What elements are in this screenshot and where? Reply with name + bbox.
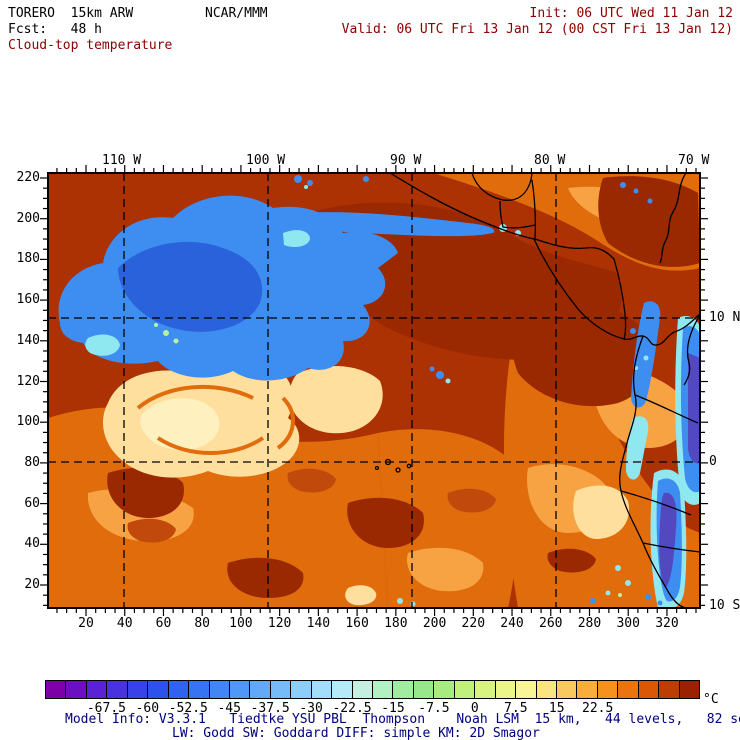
bottom-axis-label: 100	[229, 616, 253, 631]
colorbar-cell	[311, 681, 333, 698]
colorbar-cell	[189, 681, 210, 698]
top-axis-label: 70 W	[678, 153, 710, 168]
bottom-axis-label: 80	[194, 616, 211, 631]
colorbar-tick-label: -45	[217, 701, 241, 716]
colorbar-tick-label: 7.5	[504, 701, 528, 716]
left-axis-label: 40	[24, 536, 40, 552]
colorbar-cell	[556, 681, 578, 698]
colorbar-cell	[229, 681, 251, 698]
colorbar-cell	[66, 681, 87, 698]
colorbar-tick-label: 0	[470, 701, 479, 716]
map-frame	[47, 172, 701, 609]
colorbar-tick-label: -52.5	[168, 701, 208, 716]
model-info-line1: Model Info: V3.3.1 Tiedtke YSU PBL Thomp…	[65, 712, 740, 727]
bottom-axis-label: 60	[155, 616, 172, 631]
right-axis-label: 10 S	[709, 598, 740, 613]
colorbar-cell	[413, 681, 435, 698]
colorbar-cell	[209, 681, 230, 698]
colorbar	[45, 680, 700, 699]
colorbar-tick-label: -30	[299, 701, 323, 716]
left-axis-label: 160	[16, 292, 40, 308]
colorbar-cell	[46, 681, 67, 698]
colorbar-cell	[536, 681, 557, 698]
model-name-label: TORERO 15km ARW	[8, 6, 134, 21]
colorbar-cell	[291, 681, 312, 698]
colorbar-tick-label: -15	[381, 701, 405, 716]
bottom-axis-label: 220	[461, 616, 486, 631]
colorbar-cell	[107, 681, 128, 698]
bottom-axis-label: 240	[500, 616, 524, 631]
right-axis-label: 10 N	[709, 310, 740, 325]
colorbar-tick-label: -22.5	[332, 701, 372, 716]
colorbar-cell	[250, 681, 271, 698]
left-axis-label: 140	[16, 332, 40, 348]
cloud-top-temperature-field	[48, 173, 700, 608]
colorbar-cell	[393, 681, 414, 698]
colorbar-tick-label: -7.5	[418, 701, 450, 716]
colorbar-cell	[127, 681, 149, 698]
model-info-line2: LW: Godd SW: Goddard DIFF: simple KM: 2D…	[172, 726, 540, 740]
colorbar-cell	[332, 681, 353, 698]
bottom-axis-label: 260	[539, 616, 563, 631]
colorbar-tick-label: -60	[135, 701, 160, 716]
top-axis-label: 90 W	[390, 153, 422, 168]
field-title: Cloud-top temperature	[8, 38, 173, 53]
forecast-hour-label: Fcst: 48 h	[8, 22, 102, 37]
left-axis-label: 180	[16, 251, 40, 267]
top-axis-label: 110 W	[102, 153, 142, 168]
colorbar-cell	[577, 681, 598, 698]
colorbar-tick-label: 22.5	[582, 701, 614, 716]
colorbar-cell	[352, 681, 373, 698]
top-axis-label: 100 W	[246, 153, 286, 168]
bottom-axis-label: 160	[345, 616, 369, 631]
colorbar-cell	[475, 681, 496, 698]
bottom-axis-label: 20	[78, 616, 94, 631]
valid-time-label: Valid: 06 UTC Fri 13 Jan 12 (00 CST Fri …	[341, 22, 733, 37]
coastlines	[374, 173, 700, 608]
bottom-axis-label: 320	[655, 616, 679, 631]
bottom-axis-label: 280	[577, 616, 602, 631]
left-axis-label: 100	[16, 414, 40, 430]
colorbar-tick-label: 15	[548, 701, 565, 716]
colorbar-cell	[434, 681, 455, 698]
colorbar-tick-label: -67.5	[86, 701, 126, 716]
colorbar-cell	[597, 681, 619, 698]
colorbar-cell	[618, 681, 639, 698]
left-axis-label: 200	[16, 210, 40, 226]
bottom-axis-label: 300	[616, 616, 640, 631]
left-axis-label: 220	[16, 170, 40, 185]
colorbar-cell	[679, 681, 699, 698]
colorbar-cell	[495, 681, 517, 698]
map-grid-and-ticks	[40, 165, 708, 616]
colorbar-cell	[516, 681, 537, 698]
bottom-axis-label: 140	[306, 616, 331, 631]
bottom-axis-label: 120	[267, 616, 292, 631]
colorbar-cell	[270, 681, 292, 698]
left-axis-label: 60	[24, 495, 40, 511]
center-name-label: NCAR/MMM	[205, 6, 268, 21]
colorbar-cell	[638, 681, 660, 698]
colorbar-unit-label: °C	[703, 692, 719, 707]
bottom-axis-label: 40	[116, 616, 133, 631]
left-axis-label: 80	[24, 454, 40, 470]
bottom-axis-label: 180	[384, 616, 408, 631]
bottom-axis-label: 200	[422, 616, 447, 631]
left-axis-label: 120	[16, 373, 40, 389]
left-axis-label: 20	[24, 577, 40, 592]
colorbar-cell	[373, 681, 394, 698]
colorbar-cell	[148, 681, 169, 698]
colorbar-cell	[86, 681, 108, 698]
top-axis-label: 80 W	[534, 153, 566, 168]
init-time-label: Init: 06 UTC Wed 11 Jan 12	[529, 6, 734, 21]
colorbar-cell	[659, 681, 680, 698]
colorbar-cell	[168, 681, 190, 698]
colorbar-cell	[454, 681, 476, 698]
map-panel: 110 W 100 W 90 W 80 W 70 W 10 N 0 10 S 220 200 180…	[17, 153, 740, 631]
colorbar-tick-label: -37.5	[250, 701, 290, 716]
right-axis-label: 0	[709, 454, 717, 469]
